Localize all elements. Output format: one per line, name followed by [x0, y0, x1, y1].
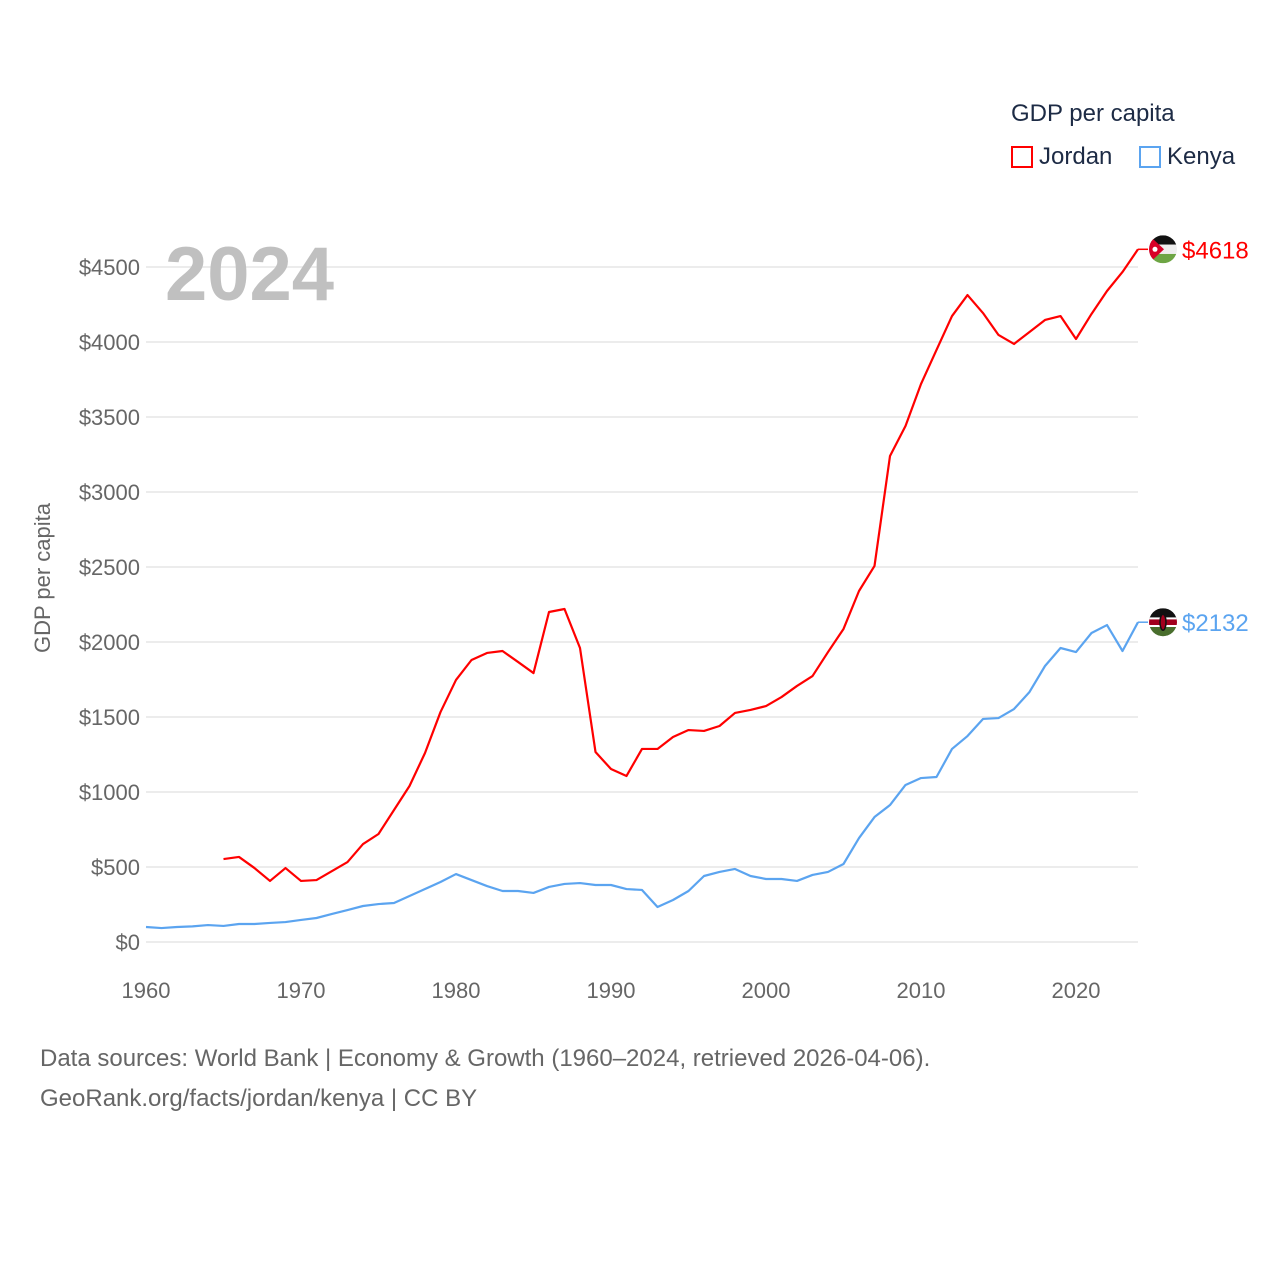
footer-sources: Data sources: World Bank | Economy & Gro… — [40, 1045, 931, 1072]
end-value-label: $4618 — [1182, 237, 1249, 264]
series-line-kenya — [145, 621, 1139, 930]
y-tick-label: $4000 — [79, 330, 140, 355]
y-tick-label: $2500 — [79, 555, 140, 580]
x-tick-label: 1990 — [587, 978, 636, 1003]
flag-star — [1152, 246, 1158, 252]
legend-swatch — [1139, 146, 1161, 168]
y-tick-label: $1500 — [79, 705, 140, 730]
footer-link[interactable]: GeoRank.org/facts/jordan/kenya | CC BY — [40, 1085, 478, 1112]
x-tick-label: 1970 — [277, 978, 326, 1003]
end-value-label: $2132 — [1182, 610, 1249, 637]
year-watermark: 2024 — [165, 232, 334, 317]
legend-item-kenya[interactable]: Kenya — [1139, 143, 1235, 171]
flag-stripe — [1149, 235, 1177, 245]
y-tick-label: $1000 — [79, 780, 140, 805]
legend-label: Kenya — [1167, 143, 1236, 170]
y-tick-label: $4500 — [79, 255, 140, 280]
y-axis-label: GDP per capita — [30, 502, 55, 653]
y-tick-label: $2000 — [79, 630, 140, 655]
y-tick-label: $3500 — [79, 405, 140, 430]
flag-stripe — [1149, 627, 1177, 637]
x-tick-label: 2010 — [897, 978, 946, 1003]
y-tick-label: $500 — [91, 855, 140, 880]
legend-title: GDP per capita — [1011, 100, 1175, 127]
flag-body — [1149, 235, 1177, 264]
legend-item-jordan[interactable]: Jordan — [1011, 143, 1112, 171]
series-line-jordan — [223, 248, 1139, 883]
legend-label: Jordan — [1039, 143, 1113, 170]
x-tick-label: 1960 — [122, 978, 171, 1003]
flag-shield — [1159, 613, 1167, 631]
x-tick-label: 1980 — [432, 978, 481, 1003]
flag-stripe — [1149, 253, 1177, 264]
x-tick-label: 2000 — [742, 978, 791, 1003]
legend-swatch — [1011, 146, 1033, 168]
kenya-flag-icon — [1149, 608, 1177, 637]
x-tick-label: 2020 — [1052, 978, 1101, 1003]
y-tick-label: $0 — [116, 930, 140, 955]
flag-body — [1149, 608, 1177, 637]
y-tick-label: $3000 — [79, 480, 140, 505]
jordan-flag-icon — [1149, 235, 1177, 264]
